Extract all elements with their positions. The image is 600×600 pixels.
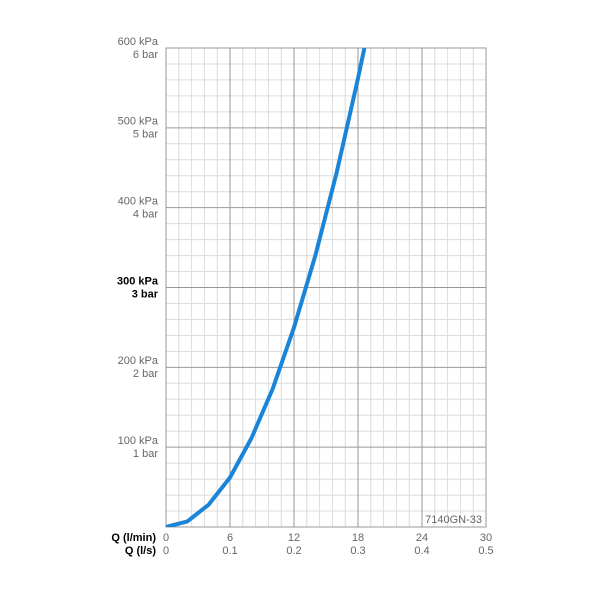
- x2-tick-label: 0.3: [350, 545, 365, 557]
- annotation: 7140GN-33: [425, 514, 482, 526]
- plot-border: [165, 47, 487, 528]
- x-tick-label: 18: [352, 532, 364, 544]
- y2-tick-label: 5 bar: [133, 129, 158, 141]
- y2-tick-label: 3 bar: [132, 288, 159, 300]
- y2-tick-label: 6 bar: [133, 49, 158, 61]
- x2-tick-label: 0.5: [478, 545, 493, 557]
- y2-tick-label: 2 bar: [133, 368, 158, 380]
- y2-tick-label: 1 bar: [133, 448, 158, 460]
- x2-tick-label: 0.2: [286, 545, 301, 557]
- x2-tick-label: 0.4: [414, 545, 429, 557]
- x-tick-label: 0: [163, 532, 169, 544]
- x-tick-label: 6: [227, 532, 233, 544]
- y-tick-label: 300 kPa: [117, 275, 159, 287]
- data-line: [166, 48, 367, 527]
- y-tick-label: 400 kPa: [118, 196, 159, 208]
- x2-tick-label: 0: [163, 545, 169, 557]
- x2-axis-label: Q (l/s): [125, 545, 157, 557]
- y-tick-label: 500 kPa: [118, 116, 159, 128]
- y-tick-label: 600 kPa: [118, 36, 159, 48]
- x-tick-label: 12: [288, 532, 300, 544]
- y-tick-label: 200 kPa: [118, 355, 159, 367]
- y-tick-label: 100 kPa: [118, 435, 159, 447]
- x-tick-label: 30: [480, 532, 492, 544]
- x-tick-label: 24: [416, 532, 428, 544]
- y2-tick-label: 4 bar: [133, 209, 158, 221]
- x-axis-label: Q (l/min): [111, 532, 156, 544]
- x2-tick-label: 0.1: [222, 545, 237, 557]
